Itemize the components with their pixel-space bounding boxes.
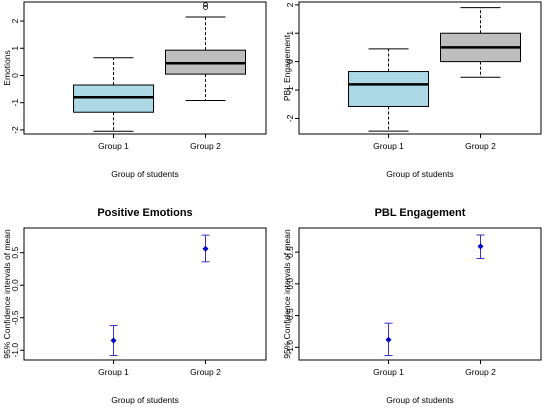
y-tick-label: 0.0	[10, 279, 20, 291]
y-tick-label: 1	[285, 31, 295, 36]
plot-frame	[23, 227, 267, 361]
x-tick-label: Group 2	[190, 141, 221, 151]
x-tick-label: Group 2	[465, 141, 496, 151]
errorbar-1	[384, 322, 393, 357]
mean-point	[477, 243, 484, 250]
chart-panel-3: -1.0 -0.5 0.0 0.5 Group 1 Group 2 Group of stu…	[2, 207, 267, 405]
x-tick-label: Group 1	[373, 141, 404, 151]
y-tick-label: 2	[10, 18, 20, 23]
outlier-point	[203, 2, 208, 8]
box-body	[73, 84, 155, 113]
y-tick-label: 2	[285, 2, 295, 7]
y-tick-label: 0.5	[285, 246, 295, 258]
box-1	[348, 48, 430, 132]
box-1	[73, 57, 155, 132]
chart-panel-2: -2 -1 0 1 2 Group 1 Group 2 Group of students PB…	[282, 1, 542, 179]
box-2	[165, 2, 246, 102]
plot-frame	[298, 1, 542, 135]
x-tick-label: Group 1	[98, 141, 129, 151]
outlier-point	[203, 5, 208, 10]
y-tick-label: -1	[10, 99, 20, 107]
x-axis-label: Group of students	[111, 395, 179, 405]
y-tick-label: 1	[10, 46, 20, 51]
chart-panel-4: -1.0 -0.5 0.0 0.5 Group 1 Group 2 Group of stu…	[282, 207, 542, 405]
errorbar-2	[476, 234, 485, 259]
x-axis-label: Group of students	[111, 169, 179, 179]
mean-point	[110, 337, 117, 344]
y-tick-label: -0.5	[285, 308, 295, 323]
x-tick-label: Group 1	[98, 367, 129, 377]
errorbar-2	[201, 234, 210, 263]
x-tick-label: Group 2	[190, 367, 221, 377]
mean-point	[202, 245, 209, 252]
y-axis-label: 95% Confidence intervals of mean	[2, 229, 12, 359]
x-axis-label: Group of students	[386, 395, 454, 405]
y-axis-label: PBL Engagement	[282, 34, 292, 101]
y-tick-label: 0	[10, 73, 20, 78]
y-tick-label: 0.5	[10, 247, 20, 259]
x-tick-label: Group 1	[373, 367, 404, 377]
plot-frame	[298, 227, 542, 361]
y-axis-label: Emotions	[2, 50, 12, 85]
errorbar-1	[109, 325, 118, 356]
y-tick-label: -1.0	[10, 343, 20, 358]
y-tick-label: -2	[285, 114, 295, 122]
box-2	[440, 7, 521, 78]
chart-title: Positive Emotions	[97, 207, 192, 219]
chart-title: PBL Engagement	[375, 207, 466, 219]
y-tick-label: 0.0	[285, 278, 295, 290]
x-tick-label: Group 2	[465, 367, 496, 377]
y-tick-label: 0	[285, 59, 295, 64]
y-tick-label: -1	[285, 86, 295, 94]
x-axis-label: Group of students	[386, 169, 454, 179]
box-body	[348, 71, 430, 107]
y-tick-label: -0.5	[10, 310, 20, 325]
y-tick-label: -2	[10, 126, 20, 134]
y-tick-label: -1.0	[285, 340, 295, 355]
plot-frame	[23, 1, 267, 135]
mean-point	[385, 336, 392, 343]
chart-panel-1: -2 -1 0 1 2 Group 1 Group 2 Group of students Em…	[2, 1, 267, 179]
y-axis-label: 95% Confidence intervals of mean	[282, 229, 292, 359]
